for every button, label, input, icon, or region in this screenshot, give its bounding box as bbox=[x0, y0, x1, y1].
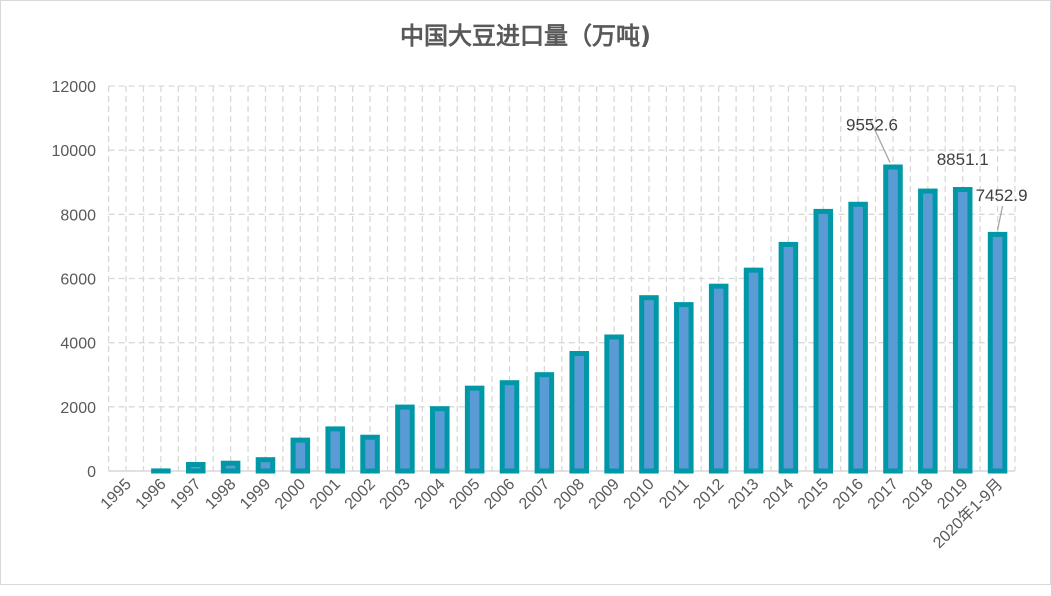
x-tick-label: 2004 bbox=[411, 476, 448, 513]
x-tick-label: 2006 bbox=[481, 476, 518, 513]
x-tick-label: 2010 bbox=[621, 476, 658, 513]
bar bbox=[743, 267, 764, 474]
x-tick-label: 2015 bbox=[795, 476, 832, 513]
bar bbox=[952, 187, 973, 474]
bar bbox=[708, 283, 729, 474]
x-tick-label: 2008 bbox=[551, 476, 588, 513]
leader-line bbox=[869, 119, 891, 163]
bar bbox=[534, 372, 555, 474]
bar bbox=[325, 426, 345, 474]
bar bbox=[185, 462, 206, 474]
bar bbox=[290, 437, 311, 474]
y-tick-label: 2000 bbox=[60, 400, 96, 417]
bar bbox=[848, 201, 868, 474]
y-tick-label: 12000 bbox=[52, 79, 97, 96]
chart-title: 中国大豆进口量（万吨) bbox=[400, 22, 651, 50]
y-tick-label: 8000 bbox=[60, 207, 96, 224]
data-label: 9552.6 bbox=[846, 116, 898, 135]
bar bbox=[604, 334, 624, 474]
bar bbox=[220, 460, 241, 474]
x-tick-label: 2000 bbox=[272, 476, 309, 513]
x-tick-label: 1997 bbox=[167, 476, 204, 513]
bar bbox=[918, 188, 938, 474]
data-label: 8851.1 bbox=[937, 150, 989, 169]
x-tick-label: 2014 bbox=[760, 476, 797, 513]
bar bbox=[430, 406, 450, 474]
x-tick-label: 2018 bbox=[899, 476, 936, 513]
y-tick-label: 6000 bbox=[60, 272, 96, 289]
y-tick-label: 0 bbox=[87, 464, 96, 481]
x-tick-label: 1998 bbox=[202, 476, 239, 513]
data-label: 7452.9 bbox=[976, 186, 1028, 205]
bar bbox=[639, 295, 659, 474]
y-tick-label: 10000 bbox=[52, 143, 97, 160]
x-tick-label: 2002 bbox=[342, 476, 379, 513]
x-tick-label: 2009 bbox=[586, 476, 623, 513]
x-tick-label: 1996 bbox=[133, 476, 170, 513]
y-tick-label: 4000 bbox=[60, 336, 96, 353]
x-tick-label: 2003 bbox=[377, 476, 414, 513]
bar bbox=[395, 404, 415, 474]
x-tick-label: 1999 bbox=[237, 476, 274, 513]
bar bbox=[499, 380, 520, 474]
x-tick-label: 2001 bbox=[307, 476, 344, 513]
x-tick-label: 1995 bbox=[98, 476, 135, 513]
x-tick-label: 2012 bbox=[690, 476, 727, 513]
x-tick-label: 2013 bbox=[725, 476, 762, 513]
bar bbox=[569, 351, 589, 474]
x-tick-label: 2007 bbox=[516, 476, 553, 513]
bar bbox=[360, 434, 380, 474]
bar bbox=[674, 302, 694, 474]
x-tick-label: 2017 bbox=[865, 476, 902, 513]
x-tick-label: 2005 bbox=[446, 476, 483, 513]
bar bbox=[883, 164, 903, 474]
x-tick-label: 2016 bbox=[830, 476, 867, 513]
bar bbox=[987, 231, 1008, 474]
leader-line bbox=[996, 205, 1004, 231]
bar bbox=[778, 241, 799, 474]
bar bbox=[255, 457, 276, 474]
x-tick-label: 2011 bbox=[656, 476, 692, 512]
bar bbox=[464, 385, 485, 474]
bar bbox=[813, 208, 834, 474]
